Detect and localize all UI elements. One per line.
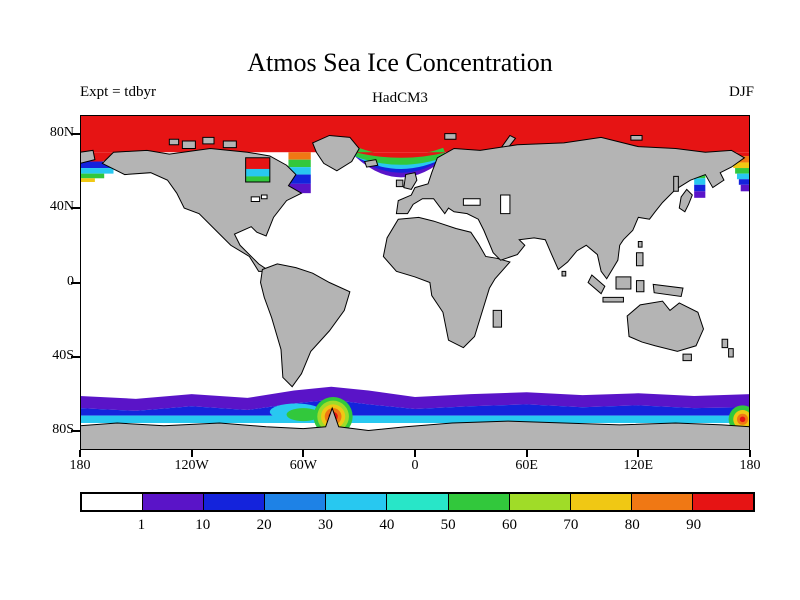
x-tick-mark (414, 450, 416, 457)
land-taiwan (638, 242, 642, 248)
y-tick-mark (71, 430, 80, 433)
land-chukotka-wrap (80, 150, 95, 163)
x-axis-label: 120W (174, 458, 209, 473)
land-new-siberian (631, 135, 642, 140)
y-axis-label: 80S (52, 422, 74, 438)
y-tick-mark (71, 132, 80, 135)
land-arctic-island (182, 141, 195, 148)
great-lakes (261, 195, 267, 199)
land-arctic-island (223, 141, 236, 148)
land-greenland (313, 135, 360, 170)
colorbar-tick-label: 60 (502, 517, 518, 533)
x-tick-mark (79, 450, 81, 457)
land-arctic-island (169, 139, 178, 145)
model-label: HadCM3 (372, 90, 428, 106)
world-map (80, 115, 750, 450)
hudson-bay (246, 158, 270, 182)
y-tick-mark (71, 207, 80, 210)
colorbar-tick-label: 1 (137, 517, 146, 533)
land-new-guinea (653, 284, 683, 296)
x-axis-label: 120E (623, 458, 654, 473)
land-south-america (261, 264, 350, 387)
x-axis-label: 60E (515, 458, 538, 473)
y-axis-label: 40N (49, 199, 74, 215)
colorbar-tick-label: 20 (256, 517, 272, 533)
plot-title: Atmos Sea Ice Concentration (247, 48, 553, 77)
inland-water (246, 158, 510, 214)
x-tick-mark (525, 450, 528, 457)
x-axis-label: 180 (739, 458, 761, 473)
land-philippines (636, 253, 643, 266)
x-tick-mark (302, 450, 305, 457)
land-japan (679, 189, 692, 211)
colorbar-tick-label: 30 (317, 517, 333, 533)
colorbar-cell-3 (265, 494, 327, 510)
y-axis-label: 80N (49, 124, 74, 140)
colorbar-cell-9 (631, 494, 693, 510)
map-panel (80, 115, 750, 450)
land-ireland (396, 180, 403, 187)
land-eurasia (396, 137, 744, 278)
colorbar-cell-6 (448, 494, 510, 510)
colorbar-tick-label: 40 (379, 517, 395, 533)
y-tick-mark (71, 281, 80, 284)
colorbar-cell-7 (509, 494, 571, 510)
land-tasmania (683, 354, 691, 361)
x-tick-mark (190, 450, 193, 457)
colorbar-tick-label: 50 (440, 517, 456, 533)
colorbar-tick-label: 80 (624, 517, 640, 533)
land-sumatra (588, 275, 605, 294)
land-madagascar (493, 310, 501, 327)
x-axis-label: 0 (411, 458, 419, 473)
colorbar-cell-4 (326, 494, 388, 510)
colorbar-tick-label: 70 (563, 517, 579, 533)
x-tick-mark (749, 450, 751, 457)
colorbar-tick-label: 90 (686, 517, 702, 533)
land-java (603, 297, 623, 302)
y-axis-label: 40S (52, 347, 74, 363)
y-axis-label: 0 (26, 274, 74, 290)
colorbar-cell-0 (82, 494, 144, 510)
land-new-zealand (729, 349, 734, 357)
land-australia (627, 301, 703, 351)
colorbar (80, 492, 755, 512)
land-borneo (616, 277, 631, 289)
land-sri-lanka (562, 271, 566, 276)
land-iceland (365, 160, 378, 167)
black-sea (463, 199, 480, 206)
land-sulawesi (636, 281, 643, 292)
colorbar-cell-5 (387, 494, 449, 510)
colorbar-cell-2 (204, 494, 266, 510)
colorbar-cell-10 (692, 494, 754, 510)
land-africa (383, 217, 510, 347)
colorbar-cell-8 (570, 494, 632, 510)
colorbar-cell-1 (143, 494, 205, 510)
caspian-sea (501, 195, 510, 214)
land-antarctica (80, 408, 750, 450)
y-tick-mark (71, 355, 80, 358)
land-arctic-island (203, 137, 214, 144)
x-axis-label: 180 (69, 458, 91, 473)
experiment-label: Expt = tdbyr (80, 84, 156, 100)
great-lakes (251, 197, 259, 202)
land-sakhalin (674, 176, 679, 191)
x-axis-label: 60W (289, 458, 317, 473)
antarctic-sea-ice (80, 386, 750, 437)
x-tick-mark (637, 450, 640, 457)
land-svalbard (445, 134, 456, 140)
land-united-kingdom (404, 173, 417, 190)
colorbar-tick-label: 10 (195, 517, 211, 533)
land-new-zealand (722, 339, 728, 347)
season-label: DJF (728, 84, 754, 100)
